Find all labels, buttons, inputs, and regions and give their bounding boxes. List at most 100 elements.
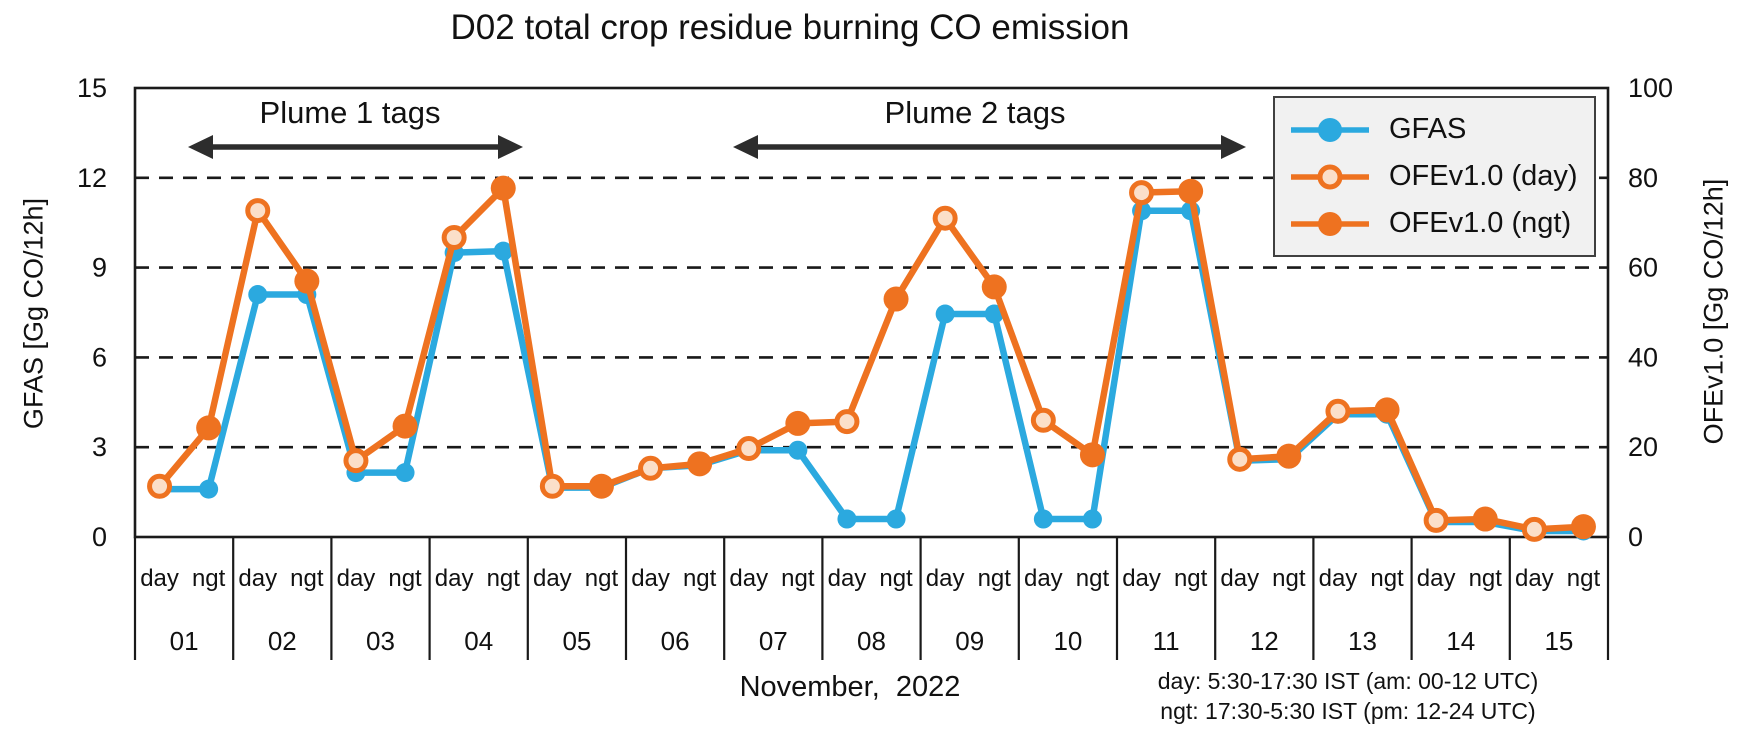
slot-label: day bbox=[631, 565, 670, 592]
slot-label: day bbox=[1515, 565, 1554, 592]
slot-label: ngt bbox=[487, 565, 521, 592]
slot-label: day bbox=[926, 565, 965, 592]
right-tick-label: 80 bbox=[1628, 163, 1658, 193]
slot-label: day bbox=[729, 565, 768, 592]
ofe-day-marker bbox=[736, 436, 762, 462]
left-tick-label: 0 bbox=[92, 522, 107, 552]
slot-label: ngt bbox=[1469, 565, 1503, 592]
legend-label: GFAS bbox=[1389, 113, 1467, 145]
legend-label: OFEv1.0 (ngt) bbox=[1389, 207, 1572, 239]
left-tick-label: 15 bbox=[77, 73, 107, 103]
ofe-day-marker bbox=[245, 198, 271, 224]
plume1-arrow-left-head bbox=[188, 135, 213, 159]
x-axis-title: November, 2022 bbox=[739, 671, 961, 703]
ofe-ngt-marker bbox=[883, 286, 909, 312]
footnote-line2: ngt: 17:30-5:30 IST (pm: 12-24 UTC) bbox=[1160, 698, 1536, 724]
gfas-marker bbox=[199, 479, 219, 499]
ofe-ngt-marker bbox=[294, 268, 320, 294]
day-number-label: 05 bbox=[562, 626, 591, 656]
plume1-arrow-right-head bbox=[498, 135, 523, 159]
slot-label: day bbox=[828, 565, 867, 592]
day-number-label: 09 bbox=[955, 626, 984, 656]
legend-swatch-ofe-ngt-icon bbox=[1291, 211, 1369, 236]
ofe-ngt-marker bbox=[490, 175, 516, 201]
ofe-ngt-marker bbox=[981, 274, 1007, 300]
gfas-marker bbox=[886, 509, 906, 529]
right-tick-label: 60 bbox=[1628, 253, 1658, 283]
day-number-label: 03 bbox=[366, 626, 395, 656]
ofe-ngt-marker bbox=[392, 413, 418, 439]
gfas-marker bbox=[788, 440, 808, 460]
slot-label: ngt bbox=[290, 565, 324, 592]
legend: GFAS OFEv1.0 (day) OFEv1.0 (ngt) bbox=[1273, 96, 1596, 257]
day-number-label: 13 bbox=[1348, 626, 1377, 656]
day-number-label: 15 bbox=[1544, 626, 1573, 656]
legend-item-ofe-ngt: OFEv1.0 (ngt) bbox=[1289, 205, 1590, 243]
slot-label: day bbox=[533, 565, 572, 592]
ofe-ngt-marker bbox=[1570, 514, 1596, 540]
right-tick-label: 20 bbox=[1628, 432, 1658, 462]
day-number-label: 08 bbox=[857, 626, 886, 656]
day-number-label: 04 bbox=[464, 626, 493, 656]
legend-marker bbox=[1318, 211, 1342, 236]
ofe-day-marker bbox=[1227, 446, 1253, 472]
plume2-arrow-right-head bbox=[1221, 135, 1246, 159]
gfas-marker bbox=[493, 241, 513, 261]
footnote: day: 5:30-17:30 IST (am: 00-12 UTC) ngt:… bbox=[1143, 666, 1553, 726]
slot-label: ngt bbox=[585, 565, 619, 592]
legend-marker bbox=[1317, 164, 1343, 189]
ofe-day-marker bbox=[638, 455, 664, 481]
gfas-marker bbox=[1033, 509, 1053, 529]
slot-label: ngt bbox=[1174, 565, 1208, 592]
slot-label: day bbox=[1417, 565, 1456, 592]
plume2-arrow-left-head bbox=[733, 135, 758, 159]
ofe-day-marker bbox=[539, 473, 565, 499]
slot-label: day bbox=[435, 565, 474, 592]
slot-label: ngt bbox=[879, 565, 913, 592]
slot-label: day bbox=[140, 565, 179, 592]
plot-border bbox=[133, 86, 1610, 539]
slot-label: ngt bbox=[978, 565, 1012, 592]
slot-label: ngt bbox=[1076, 565, 1110, 592]
legend-item-ofe-day: OFEv1.0 (day) bbox=[1289, 158, 1590, 196]
ofe-ngt-marker bbox=[196, 415, 222, 441]
day-number-label: 06 bbox=[661, 626, 690, 656]
ofe-day-marker bbox=[1423, 507, 1449, 533]
slot-label: ngt bbox=[388, 565, 422, 592]
legend-swatch-gfas-icon bbox=[1291, 117, 1369, 142]
slot-label: ngt bbox=[1567, 565, 1601, 592]
day-number-label: 02 bbox=[268, 626, 297, 656]
ofe-day-marker bbox=[343, 448, 369, 474]
slot-label: day bbox=[1122, 565, 1161, 592]
right-tick-label: 0 bbox=[1628, 522, 1643, 552]
ofe-day-marker bbox=[932, 205, 958, 231]
right-tick-label: 100 bbox=[1628, 73, 1673, 103]
annotation-plume1-label: Plume 1 tags bbox=[259, 95, 441, 130]
gfas-marker bbox=[248, 285, 268, 305]
left-tick-label: 3 bbox=[92, 432, 107, 462]
day-number-label: 07 bbox=[759, 626, 788, 656]
ofe-day-marker bbox=[1030, 407, 1056, 433]
slot-label: day bbox=[337, 565, 376, 592]
day-number-label: 11 bbox=[1153, 626, 1180, 656]
slot-label: ngt bbox=[781, 565, 815, 592]
day-number-label: 01 bbox=[170, 626, 199, 656]
ofe-ngt-marker bbox=[1472, 506, 1498, 532]
legend-marker bbox=[1318, 117, 1342, 142]
slot-label: day bbox=[1220, 565, 1259, 592]
legend-label: OFEv1.0 (day) bbox=[1389, 160, 1578, 192]
ofe-ngt-marker bbox=[1276, 443, 1302, 469]
ofe-day-marker bbox=[441, 225, 467, 251]
day-number-label: 14 bbox=[1446, 626, 1475, 656]
legend-swatch-ofe-day-icon bbox=[1291, 164, 1369, 189]
slot-label: ngt bbox=[1272, 565, 1306, 592]
ofe-ngt-marker bbox=[785, 410, 811, 436]
ofe-day-marker bbox=[147, 473, 173, 499]
ofe-day-marker bbox=[1129, 180, 1155, 206]
ofe-ngt-marker bbox=[1178, 178, 1204, 204]
gfas-line bbox=[159, 207, 1584, 535]
day-number-label: 12 bbox=[1250, 626, 1279, 656]
annotation-plume2-label: Plume 2 tags bbox=[884, 95, 1066, 130]
